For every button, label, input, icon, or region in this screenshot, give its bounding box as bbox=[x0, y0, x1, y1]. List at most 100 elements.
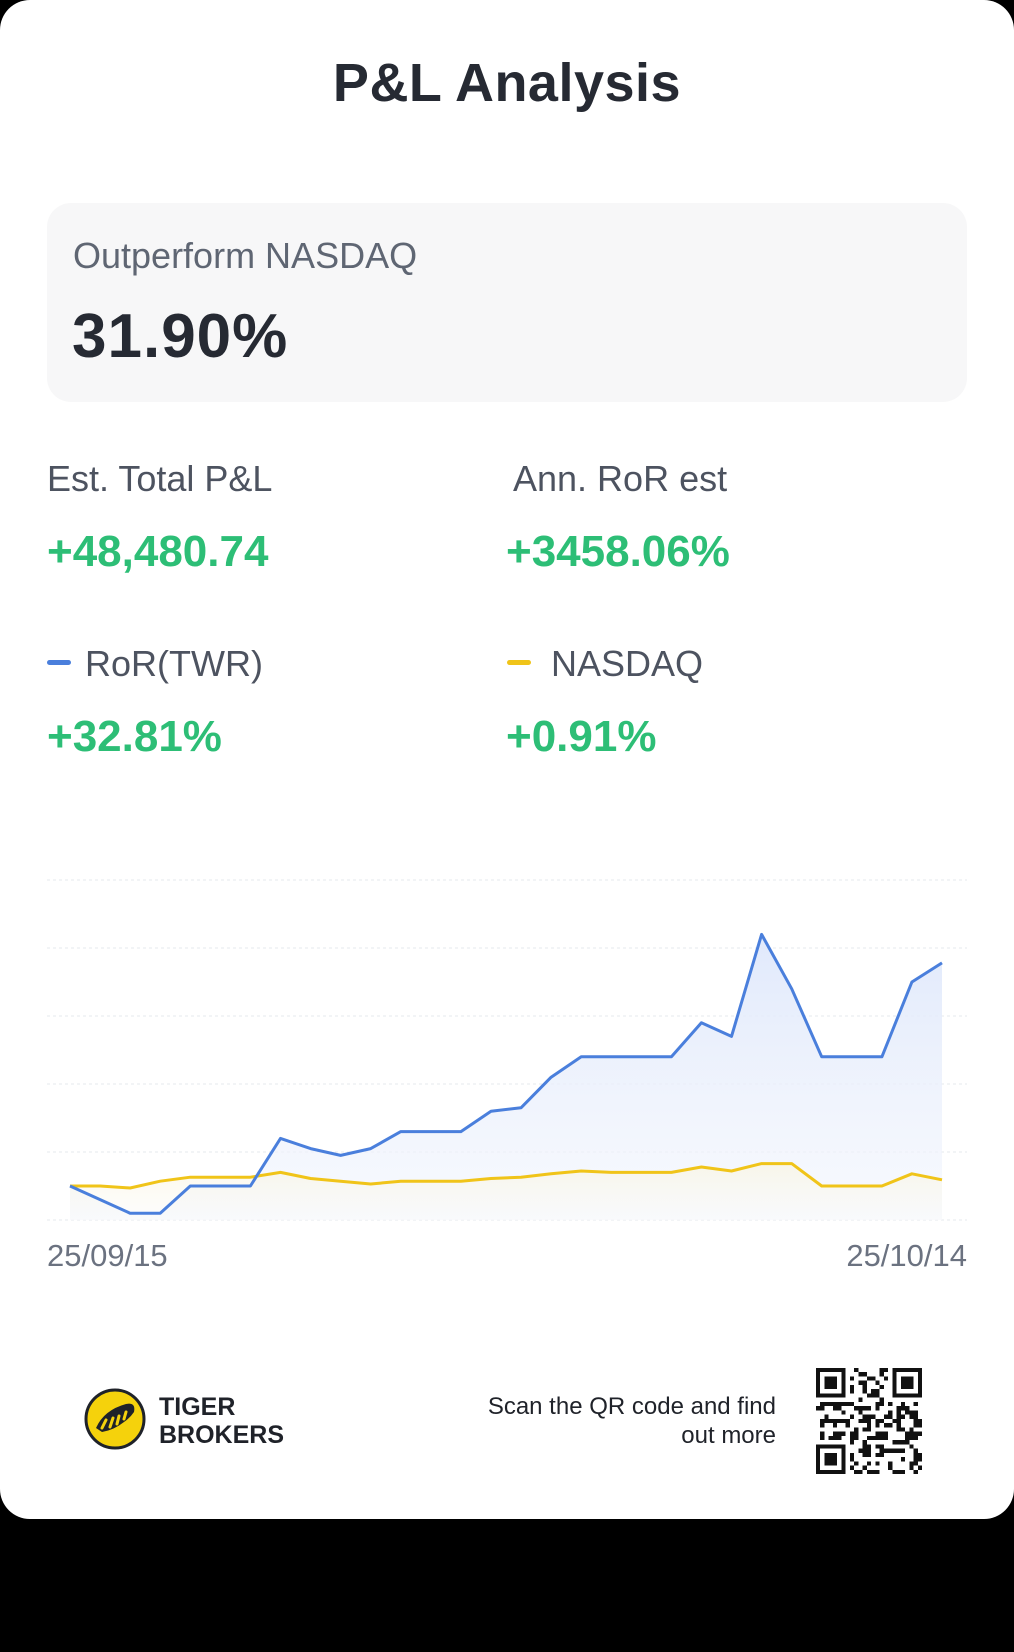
scan-qr-text: Scan the QR code and find out more bbox=[487, 1393, 776, 1449]
qr-module bbox=[879, 1372, 884, 1377]
nasdaq-series-line bbox=[70, 1162, 943, 1190]
qr-module bbox=[841, 1431, 846, 1436]
total-pl-label: Est. Total P&L bbox=[47, 458, 273, 499]
qr-module bbox=[871, 1414, 876, 1419]
qr-module bbox=[866, 1469, 872, 1474]
qr-module bbox=[875, 1393, 880, 1398]
qr-module bbox=[849, 1440, 855, 1445]
qr-module bbox=[913, 1452, 918, 1458]
brand-line-1: TIGER bbox=[159, 1393, 236, 1421]
qr-module bbox=[837, 1431, 842, 1436]
qr-module bbox=[888, 1401, 893, 1407]
qr-module bbox=[862, 1448, 867, 1453]
qr-module bbox=[862, 1427, 867, 1432]
qr-module bbox=[883, 1431, 889, 1436]
qr-module bbox=[888, 1461, 893, 1466]
qr-module bbox=[858, 1448, 863, 1453]
qr-module bbox=[828, 1435, 833, 1441]
chart-start-date: 25/09/15 bbox=[47, 1238, 168, 1273]
qr-module bbox=[837, 1435, 842, 1441]
qr-module bbox=[888, 1423, 893, 1428]
qr-module bbox=[875, 1461, 880, 1466]
qr-module bbox=[896, 1406, 901, 1411]
qr-module bbox=[905, 1431, 910, 1436]
qr-module bbox=[875, 1406, 880, 1411]
qr-module bbox=[883, 1448, 889, 1453]
qr-module bbox=[879, 1401, 884, 1407]
qr-module bbox=[828, 1401, 833, 1407]
qr-module bbox=[905, 1406, 910, 1411]
qr-module bbox=[854, 1461, 859, 1466]
qr-module bbox=[849, 1414, 855, 1419]
qr-module bbox=[892, 1440, 897, 1445]
chart-end-date: 25/10/14 bbox=[846, 1238, 967, 1273]
qr-module bbox=[828, 1418, 833, 1424]
qr-module bbox=[816, 1406, 821, 1411]
qr-module bbox=[905, 1440, 910, 1445]
qr-module bbox=[866, 1452, 872, 1458]
qr-module bbox=[820, 1418, 825, 1424]
qr-module bbox=[854, 1431, 859, 1436]
qr-module bbox=[909, 1431, 914, 1436]
qr-module bbox=[913, 1457, 918, 1462]
qr-module bbox=[917, 1457, 922, 1462]
qr-module bbox=[883, 1368, 889, 1373]
qr-module bbox=[820, 1406, 825, 1411]
qr-module bbox=[862, 1418, 867, 1424]
qr-module bbox=[866, 1444, 872, 1449]
qr-module bbox=[913, 1461, 918, 1466]
qr-module bbox=[871, 1469, 876, 1474]
qr-module bbox=[879, 1448, 884, 1453]
qr-module bbox=[913, 1435, 918, 1441]
qr-module bbox=[845, 1418, 850, 1424]
brand-name: TIGER BROKERS bbox=[159, 1393, 284, 1449]
qr-module bbox=[888, 1410, 893, 1415]
qr-module bbox=[917, 1431, 922, 1436]
qr-module bbox=[845, 1423, 850, 1428]
qr-module bbox=[871, 1389, 876, 1394]
qr-module bbox=[824, 1401, 829, 1407]
qr-module bbox=[854, 1368, 859, 1373]
qr-module bbox=[909, 1444, 914, 1449]
qr-module bbox=[909, 1410, 914, 1415]
qr-module bbox=[862, 1414, 867, 1419]
qr-module bbox=[913, 1448, 918, 1453]
qr-module bbox=[875, 1435, 880, 1441]
qr-module bbox=[892, 1469, 897, 1474]
qr-module bbox=[858, 1469, 863, 1474]
qr-module bbox=[875, 1444, 880, 1449]
qr-module bbox=[875, 1418, 880, 1424]
qr-module bbox=[905, 1435, 910, 1441]
qr-module bbox=[849, 1384, 855, 1390]
qr-module bbox=[854, 1469, 859, 1474]
qr-module bbox=[854, 1406, 859, 1411]
qr-module bbox=[858, 1372, 863, 1377]
qr-module bbox=[879, 1384, 884, 1390]
qr-module bbox=[892, 1448, 897, 1453]
qr-module bbox=[879, 1452, 884, 1458]
qr-module bbox=[879, 1397, 884, 1402]
total-pl-value: +48,480.74 bbox=[47, 527, 269, 576]
qr-module bbox=[905, 1410, 910, 1415]
qr-module bbox=[913, 1469, 918, 1474]
qr-module bbox=[879, 1431, 884, 1436]
tiger-brokers-logo-icon bbox=[84, 1388, 146, 1450]
qr-module bbox=[866, 1406, 872, 1411]
qr-module bbox=[849, 1457, 855, 1462]
qr-module bbox=[875, 1452, 880, 1458]
qr-module bbox=[866, 1435, 872, 1441]
nasdaq-series-area bbox=[70, 1163, 942, 1220]
qr-module bbox=[858, 1410, 863, 1415]
outperform-label: Outperform NASDAQ bbox=[73, 235, 418, 276]
qr-code-icon bbox=[816, 1368, 922, 1474]
qr-module bbox=[917, 1452, 922, 1458]
qr-module bbox=[824, 1418, 829, 1424]
qr-module bbox=[824, 1414, 829, 1419]
qr-module bbox=[875, 1401, 880, 1407]
qr-module bbox=[866, 1461, 872, 1466]
qr-module bbox=[900, 1427, 906, 1432]
qr-module bbox=[913, 1418, 918, 1424]
qr-module bbox=[849, 1389, 855, 1394]
qr-module bbox=[862, 1444, 867, 1449]
qr-module bbox=[849, 1376, 855, 1381]
